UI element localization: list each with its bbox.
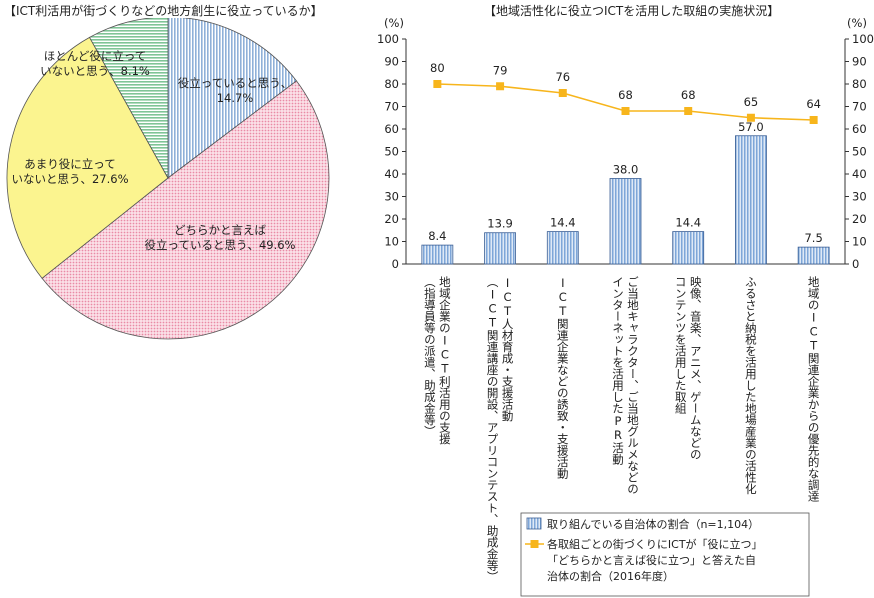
- category-label-4-0: 映像、音楽、アニメ、ゲームなどの: [689, 276, 703, 460]
- y-tick-label-right-9: 90: [852, 55, 867, 69]
- bar-label-1: 13.9: [487, 217, 513, 231]
- bar-chart-title: 【地域活性化に役立つICTを活用した取組の実施状況】: [484, 4, 780, 18]
- bar-6: [797, 246, 830, 265]
- bar-1: [484, 232, 516, 265]
- y-unit-left: (%): [384, 18, 404, 30]
- line-point-1: [496, 82, 505, 91]
- y-tick-label-left-2: 20: [384, 212, 399, 226]
- y-tick-label-left-10: 100: [377, 32, 399, 46]
- legend-line-label-0: 各取組ごとの街づくりにICTが「役に立つ」: [547, 537, 763, 551]
- category-label-0-0: 地域企業のICT利活用の支援: [438, 276, 452, 445]
- y-tick-label-right-6: 60: [852, 122, 867, 136]
- y-tick-label-right-0: 0: [852, 257, 859, 271]
- legend-line-label-1: 「どちらかと言えば役に立つ」と答えた自: [547, 553, 756, 567]
- category-label-6-0: 地域のICT関連企業からの優先的な調達: [807, 276, 821, 502]
- y-tick-label-left-3: 30: [384, 190, 399, 204]
- bar-label-5: 57.0: [738, 120, 764, 134]
- line-point-4: [684, 107, 693, 115]
- y-tick-label-right-5: 50: [852, 145, 867, 159]
- pie-chart-title: 【ICT利活用が街づくりなどの地方創生に役立っているか】: [4, 4, 323, 18]
- y-unit-right: (%): [847, 18, 867, 30]
- bar-label-2: 14.4: [550, 216, 576, 230]
- legend-line-label-2: 治体の割合（2016年度）: [547, 569, 674, 583]
- y-tick-label-right-7: 70: [852, 100, 867, 114]
- pie-label-3-0: ほとんど役に立って: [44, 49, 147, 63]
- line-point-5: [746, 113, 755, 122]
- bar-4: [672, 231, 705, 265]
- category-label-3-0: ご当地キャラクター、ご当地グルメなどの: [626, 276, 640, 495]
- line-label-6: 64: [806, 97, 821, 111]
- bar-3: [609, 178, 642, 265]
- y-tick-label-right-8: 80: [852, 77, 867, 91]
- pie-label-0-1: 14.7%: [217, 91, 254, 105]
- pie-label-0-0: 役立っていると思う、: [178, 76, 292, 90]
- category-label-2-0: ICT関連企業などの誘致・支援活動: [556, 276, 570, 480]
- category-label-1-1: （ICT関連講座の開設、アプリコンテスト、助成金等）: [486, 276, 500, 583]
- bar-0: [421, 244, 454, 265]
- bar-label-3: 38.0: [613, 163, 639, 177]
- bar-5: [735, 135, 767, 265]
- line-point-0: [433, 80, 442, 88]
- line-label-2: 76: [555, 70, 570, 84]
- bar-label-0: 8.4: [428, 229, 446, 243]
- line-label-1: 79: [493, 63, 508, 77]
- y-tick-label-left-9: 90: [384, 55, 399, 69]
- line-label-3: 68: [618, 88, 633, 102]
- bar-label-4: 14.4: [675, 216, 701, 230]
- y-tick-label-right-10: 100: [852, 32, 874, 46]
- pie-slice-2: [6, 36, 169, 279]
- y-tick-label-right-3: 30: [852, 190, 867, 204]
- bar-line-chart: 0 0 10 10 20 20 30 30 40 40 50 50 60 60 70 70 80 80 90 90 10…: [377, 18, 874, 597]
- pie-label-3-1: いないと思う、8.1%: [40, 64, 150, 78]
- category-label-5-0: ふるさと納税を活用した地場産業の活性化: [744, 276, 758, 495]
- line-point-6: [809, 116, 818, 124]
- line-point-2: [558, 89, 567, 97]
- category-label-1-0: ICT人材育成・支援活動: [501, 276, 515, 422]
- category-label-3-1: インターネットを活用したPR活動: [611, 276, 625, 466]
- y-tick-label-left-5: 50: [384, 145, 399, 159]
- pie-slice-3: [89, 18, 169, 180]
- line-label-0: 80: [430, 61, 445, 75]
- y-tick-label-left-8: 80: [384, 77, 399, 91]
- category-label-0-1: （指導員等の派遣、助成金等）: [423, 276, 437, 437]
- line-label-5: 65: [744, 95, 759, 109]
- legend: [520, 512, 810, 597]
- y-tick-label-left-1: 10: [384, 235, 399, 249]
- legend-line-marker: [530, 540, 539, 548]
- y-tick-label-left-6: 60: [384, 122, 399, 136]
- y-tick-label-left-4: 40: [384, 167, 399, 181]
- legend-bar-label: 取り組んでいる自治体の割合（n=1,104）: [547, 517, 759, 531]
- bar-2: [546, 231, 579, 265]
- pie-label-2-1: いないと思う、27.6%: [11, 172, 128, 186]
- y-tick-label-right-4: 40: [852, 167, 867, 181]
- bar-label-6: 7.5: [804, 231, 822, 245]
- y-tick-label-left-0: 0: [392, 257, 399, 271]
- y-tick-label-left-7: 70: [384, 100, 399, 114]
- category-label-4-1: コンテンツを活用した取組: [674, 276, 688, 414]
- line-label-4: 68: [681, 88, 696, 102]
- pie-slice-1: [41, 80, 330, 340]
- pie-label-2-0: あまり役に立って: [24, 157, 115, 171]
- pie-label-1-1: 役立っていると思う、49.6%: [145, 238, 296, 252]
- y-tick-label-right-2: 20: [852, 212, 867, 226]
- line-point-3: [621, 107, 630, 115]
- y-tick-label-right-1: 10: [852, 235, 867, 249]
- legend-bar-swatch: [526, 517, 542, 530]
- pie-slice-0: [167, 18, 298, 179]
- pie-label-1-0: どちらかと言えば: [174, 223, 266, 237]
